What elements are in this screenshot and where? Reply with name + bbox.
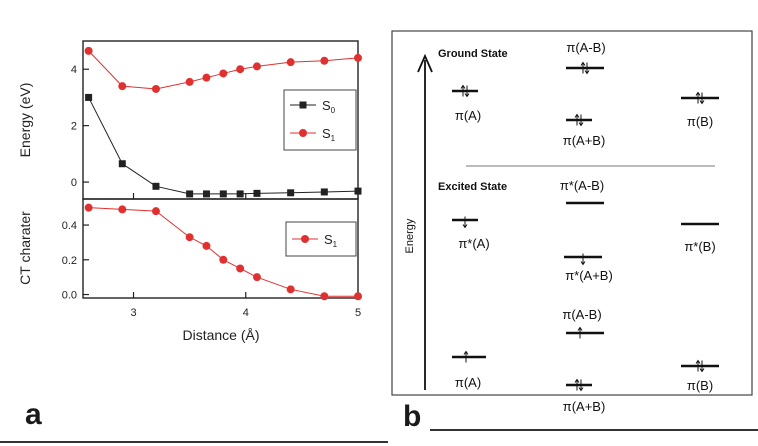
ground-label-pi-a-b: π(A-B) bbox=[566, 40, 605, 55]
excited-label-pi-b: π(B) bbox=[687, 378, 713, 393]
energy-yticks: 0 2 4 bbox=[71, 64, 89, 189]
data-point-S1 bbox=[84, 203, 93, 212]
excited-pi-a-electron-head bbox=[463, 350, 469, 355]
excited-label-pi-a-b: π(A-B) bbox=[562, 307, 601, 322]
ct-series bbox=[84, 203, 362, 301]
excited-pi-b-electrons-up-head bbox=[695, 359, 701, 364]
excited-pi-b-electrons-down-head bbox=[699, 368, 705, 373]
data-point-S1 bbox=[219, 255, 228, 264]
data-point-S1 bbox=[84, 46, 93, 55]
energy-axis-label: Energy bbox=[404, 218, 416, 253]
data-point-S0 bbox=[186, 190, 194, 198]
data-point-S1 bbox=[202, 241, 211, 250]
data-point-S1 bbox=[286, 285, 295, 294]
data-point-S1 bbox=[185, 233, 194, 242]
ground-label-pi-b: π(B) bbox=[687, 114, 713, 129]
energy-ytick-tick-label: 4 bbox=[71, 64, 77, 76]
excited-label-pi-a: π(A) bbox=[455, 375, 481, 390]
ground-pi-b-electrons-up-head bbox=[695, 91, 701, 96]
excited-pi-a-plus-b-electrons-down-head bbox=[578, 387, 584, 392]
energy-ytick-tick-label: 2 bbox=[71, 121, 77, 133]
ct-yticks: 0.0 0.2 0.4 bbox=[62, 220, 89, 302]
ground-label-pi-a: π(A) bbox=[455, 108, 481, 123]
ground-pi-a-plus-b-electrons-up-head bbox=[574, 113, 580, 118]
panel-b-frame bbox=[391, 30, 753, 396]
data-point-S0 bbox=[287, 189, 295, 197]
panel-a-letter: a bbox=[25, 398, 42, 431]
ground-pi-a-b-electrons-down-head bbox=[584, 70, 590, 75]
data-point-S0 bbox=[202, 190, 210, 198]
panel-b: Energy Ground State Excited State π(A)π(… bbox=[391, 30, 758, 431]
energy-ylabel: Energy (eV) bbox=[17, 83, 33, 158]
excited-label-pistar-b: π*(B) bbox=[684, 239, 715, 254]
ct-ytick-tick-label: 0.0 bbox=[62, 290, 77, 302]
excited-state-title: Excited State bbox=[438, 181, 507, 193]
data-point-S1 bbox=[185, 77, 194, 86]
ct-legend: S1 bbox=[285, 221, 357, 257]
data-point-S1 bbox=[151, 207, 160, 216]
ct-plot-frame bbox=[82, 198, 359, 299]
data-point-S1 bbox=[118, 205, 127, 214]
data-point-S0 bbox=[253, 189, 261, 197]
ground-label-pi-a-plus-b: π(A+B) bbox=[563, 133, 606, 148]
energy-axis-arrowhead bbox=[417, 53, 433, 73]
ct-ytick-tick-label: 0.2 bbox=[62, 255, 77, 267]
data-point-S0 bbox=[320, 188, 328, 196]
data-point-S0 bbox=[219, 190, 227, 198]
data-point-S0 bbox=[118, 160, 126, 168]
ground-pi-a-electrons-up-head bbox=[460, 84, 466, 89]
data-point-S1 bbox=[118, 82, 127, 91]
ct-ytick-tick-label: 0.4 bbox=[62, 220, 77, 232]
data-point-S1 bbox=[286, 58, 295, 67]
ground-pi-b-electrons-down-head bbox=[699, 100, 705, 105]
ground-pi-a-b-electrons-up-head bbox=[580, 61, 586, 66]
excited-label-pi-a-plus-b: π(A+B) bbox=[563, 399, 606, 414]
ground-pi-a-plus-b-electrons-down-head bbox=[578, 122, 584, 127]
data-point-S1 bbox=[151, 84, 160, 93]
data-point-S1 bbox=[320, 292, 329, 301]
energy-series bbox=[84, 46, 362, 198]
panel-b-letter: b bbox=[403, 400, 422, 433]
data-point-S1 bbox=[354, 292, 362, 301]
x-tick-label: 5 bbox=[355, 307, 361, 319]
data-point-S0 bbox=[152, 182, 160, 190]
x-tick-label: 4 bbox=[243, 307, 249, 319]
orbital-levels: π(A) π(A-B) π(A+B) π(B) π*(A-B) π*(A) π*(B) π*(… bbox=[452, 40, 719, 414]
x-tick-label: 3 bbox=[130, 307, 136, 319]
excited-pistar-a-electron-head bbox=[462, 224, 468, 229]
ground-state-title: Ground State bbox=[438, 48, 508, 60]
energy-ytick-tick-label: 0 bbox=[71, 177, 77, 189]
excited-label-pistar-a-plus-b: π*(A+B) bbox=[565, 268, 613, 283]
data-point-S1 bbox=[252, 62, 261, 71]
data-point-S1 bbox=[252, 273, 261, 282]
panel-a: 0 2 4 0.0 0.2 0.4 3 4 5 Energy (eV) CT charate… bbox=[0, 40, 388, 443]
data-point-S1 bbox=[320, 56, 329, 65]
ground-pi-a-electrons-down-head bbox=[464, 93, 470, 98]
excited-pistar-a-plus-b-electron-head bbox=[580, 261, 586, 266]
excited-pi-a-plus-b-electrons-up-head bbox=[574, 378, 580, 383]
excited-label-pistar-a-b: π*(A-B) bbox=[560, 178, 604, 193]
data-point-S0 bbox=[85, 93, 93, 101]
data-point-S0 bbox=[354, 187, 362, 195]
data-point-S1 bbox=[202, 73, 211, 82]
data-point-S1 bbox=[354, 53, 362, 62]
excited-label-pistar-a: π*(A) bbox=[458, 236, 489, 251]
data-point-S1 bbox=[219, 69, 228, 78]
energy-legend-entry-marker bbox=[299, 129, 307, 137]
energy-legend-entry-marker bbox=[299, 101, 307, 109]
ct-ylabel: CT charater bbox=[17, 211, 33, 285]
data-point-S1 bbox=[236, 65, 245, 74]
x-axis-label: Distance (Å) bbox=[182, 327, 259, 343]
energy-legend-box bbox=[283, 89, 357, 151]
ct-legend-entry-marker bbox=[301, 235, 309, 243]
data-point-S1 bbox=[236, 264, 245, 273]
data-point-S0 bbox=[236, 190, 244, 198]
excited-pi-a-b-electron-head bbox=[577, 326, 583, 331]
